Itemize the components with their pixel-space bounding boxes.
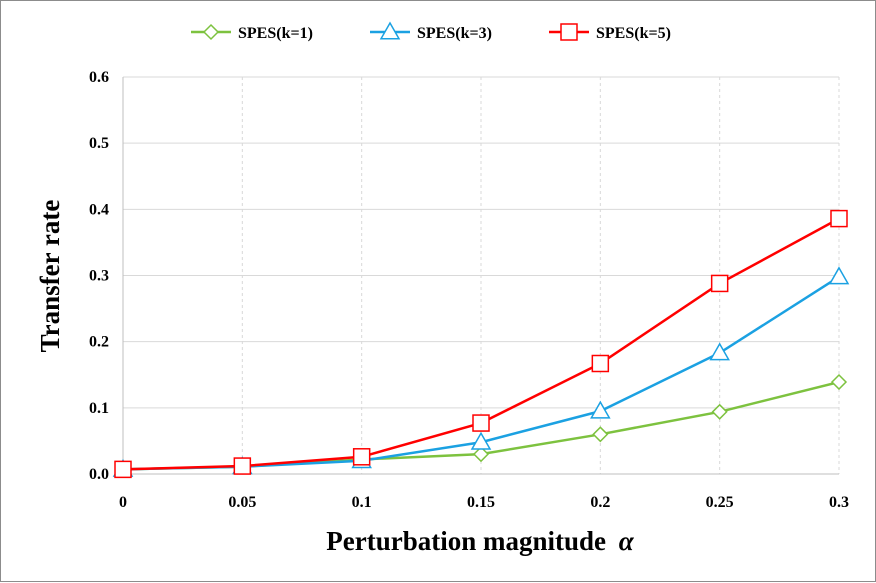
x-tick-label: 0.25 xyxy=(706,494,734,511)
y-tick-label: 0.2 xyxy=(89,334,109,351)
data-point-square xyxy=(710,274,729,293)
data-point-triangle xyxy=(709,342,730,361)
y-tick-label: 0.4 xyxy=(89,201,109,218)
data-point-diamond xyxy=(472,446,490,463)
legend-label: SPES(k=5) xyxy=(596,25,671,42)
y-tick-label: 0.5 xyxy=(89,135,109,152)
data-point-square xyxy=(352,448,371,466)
legend-marker-triangle xyxy=(379,21,401,40)
legend-item: SPES(k=3) xyxy=(370,21,492,42)
y-tick-label: 0.3 xyxy=(89,268,109,285)
data-point-square xyxy=(472,414,490,432)
x-tick-labels: 0 0.05 0.1 0.15 0.2 0.25 0.3 xyxy=(119,494,849,511)
data-point-diamond xyxy=(711,403,728,420)
y-tick-labels: 0.0 0.1 0.2 0.3 0.4 0.5 0.6 xyxy=(89,69,109,483)
data-point-square xyxy=(591,354,610,373)
data-point-diamond xyxy=(592,426,609,443)
x-tick-label: 0.15 xyxy=(467,494,495,511)
x-axis-title: Perturbation magnitude α xyxy=(326,526,635,556)
data-point-triangle xyxy=(590,400,611,419)
legend-label: SPES(k=1) xyxy=(238,25,313,42)
x-axis-title-symbol: α xyxy=(619,526,635,556)
legend-marker-diamond xyxy=(202,23,220,41)
data-point-triangle xyxy=(828,266,850,285)
x-tick-label: 0 xyxy=(119,494,127,511)
y-tick-label: 0.6 xyxy=(89,69,109,86)
data-point-square xyxy=(114,460,132,479)
data-point-square xyxy=(233,457,252,475)
y-tick-label: 0.0 xyxy=(89,466,109,483)
legend: SPES(k=1) SPES(k=3) SPES(k=5) xyxy=(191,21,671,42)
data-point-square xyxy=(830,209,848,228)
series-group xyxy=(112,209,850,479)
series-3 xyxy=(114,209,848,479)
legend-item: SPES(k=5) xyxy=(549,23,671,42)
y-tick-label: 0.1 xyxy=(89,400,109,417)
x-tick-label: 0.1 xyxy=(352,494,372,511)
data-point-diamond xyxy=(830,373,848,391)
legend-label: SPES(k=3) xyxy=(417,25,492,42)
legend-marker-square xyxy=(560,23,578,41)
x-tick-label: 0.3 xyxy=(829,494,849,511)
x-tick-label: 0.05 xyxy=(228,494,256,511)
x-axis-title-text: Perturbation magnitude xyxy=(326,526,606,556)
legend-item: SPES(k=1) xyxy=(191,23,313,42)
x-tick-label: 0.2 xyxy=(590,494,610,511)
y-axis-title: Transfer rate xyxy=(35,200,65,353)
data-point-triangle xyxy=(470,431,492,450)
